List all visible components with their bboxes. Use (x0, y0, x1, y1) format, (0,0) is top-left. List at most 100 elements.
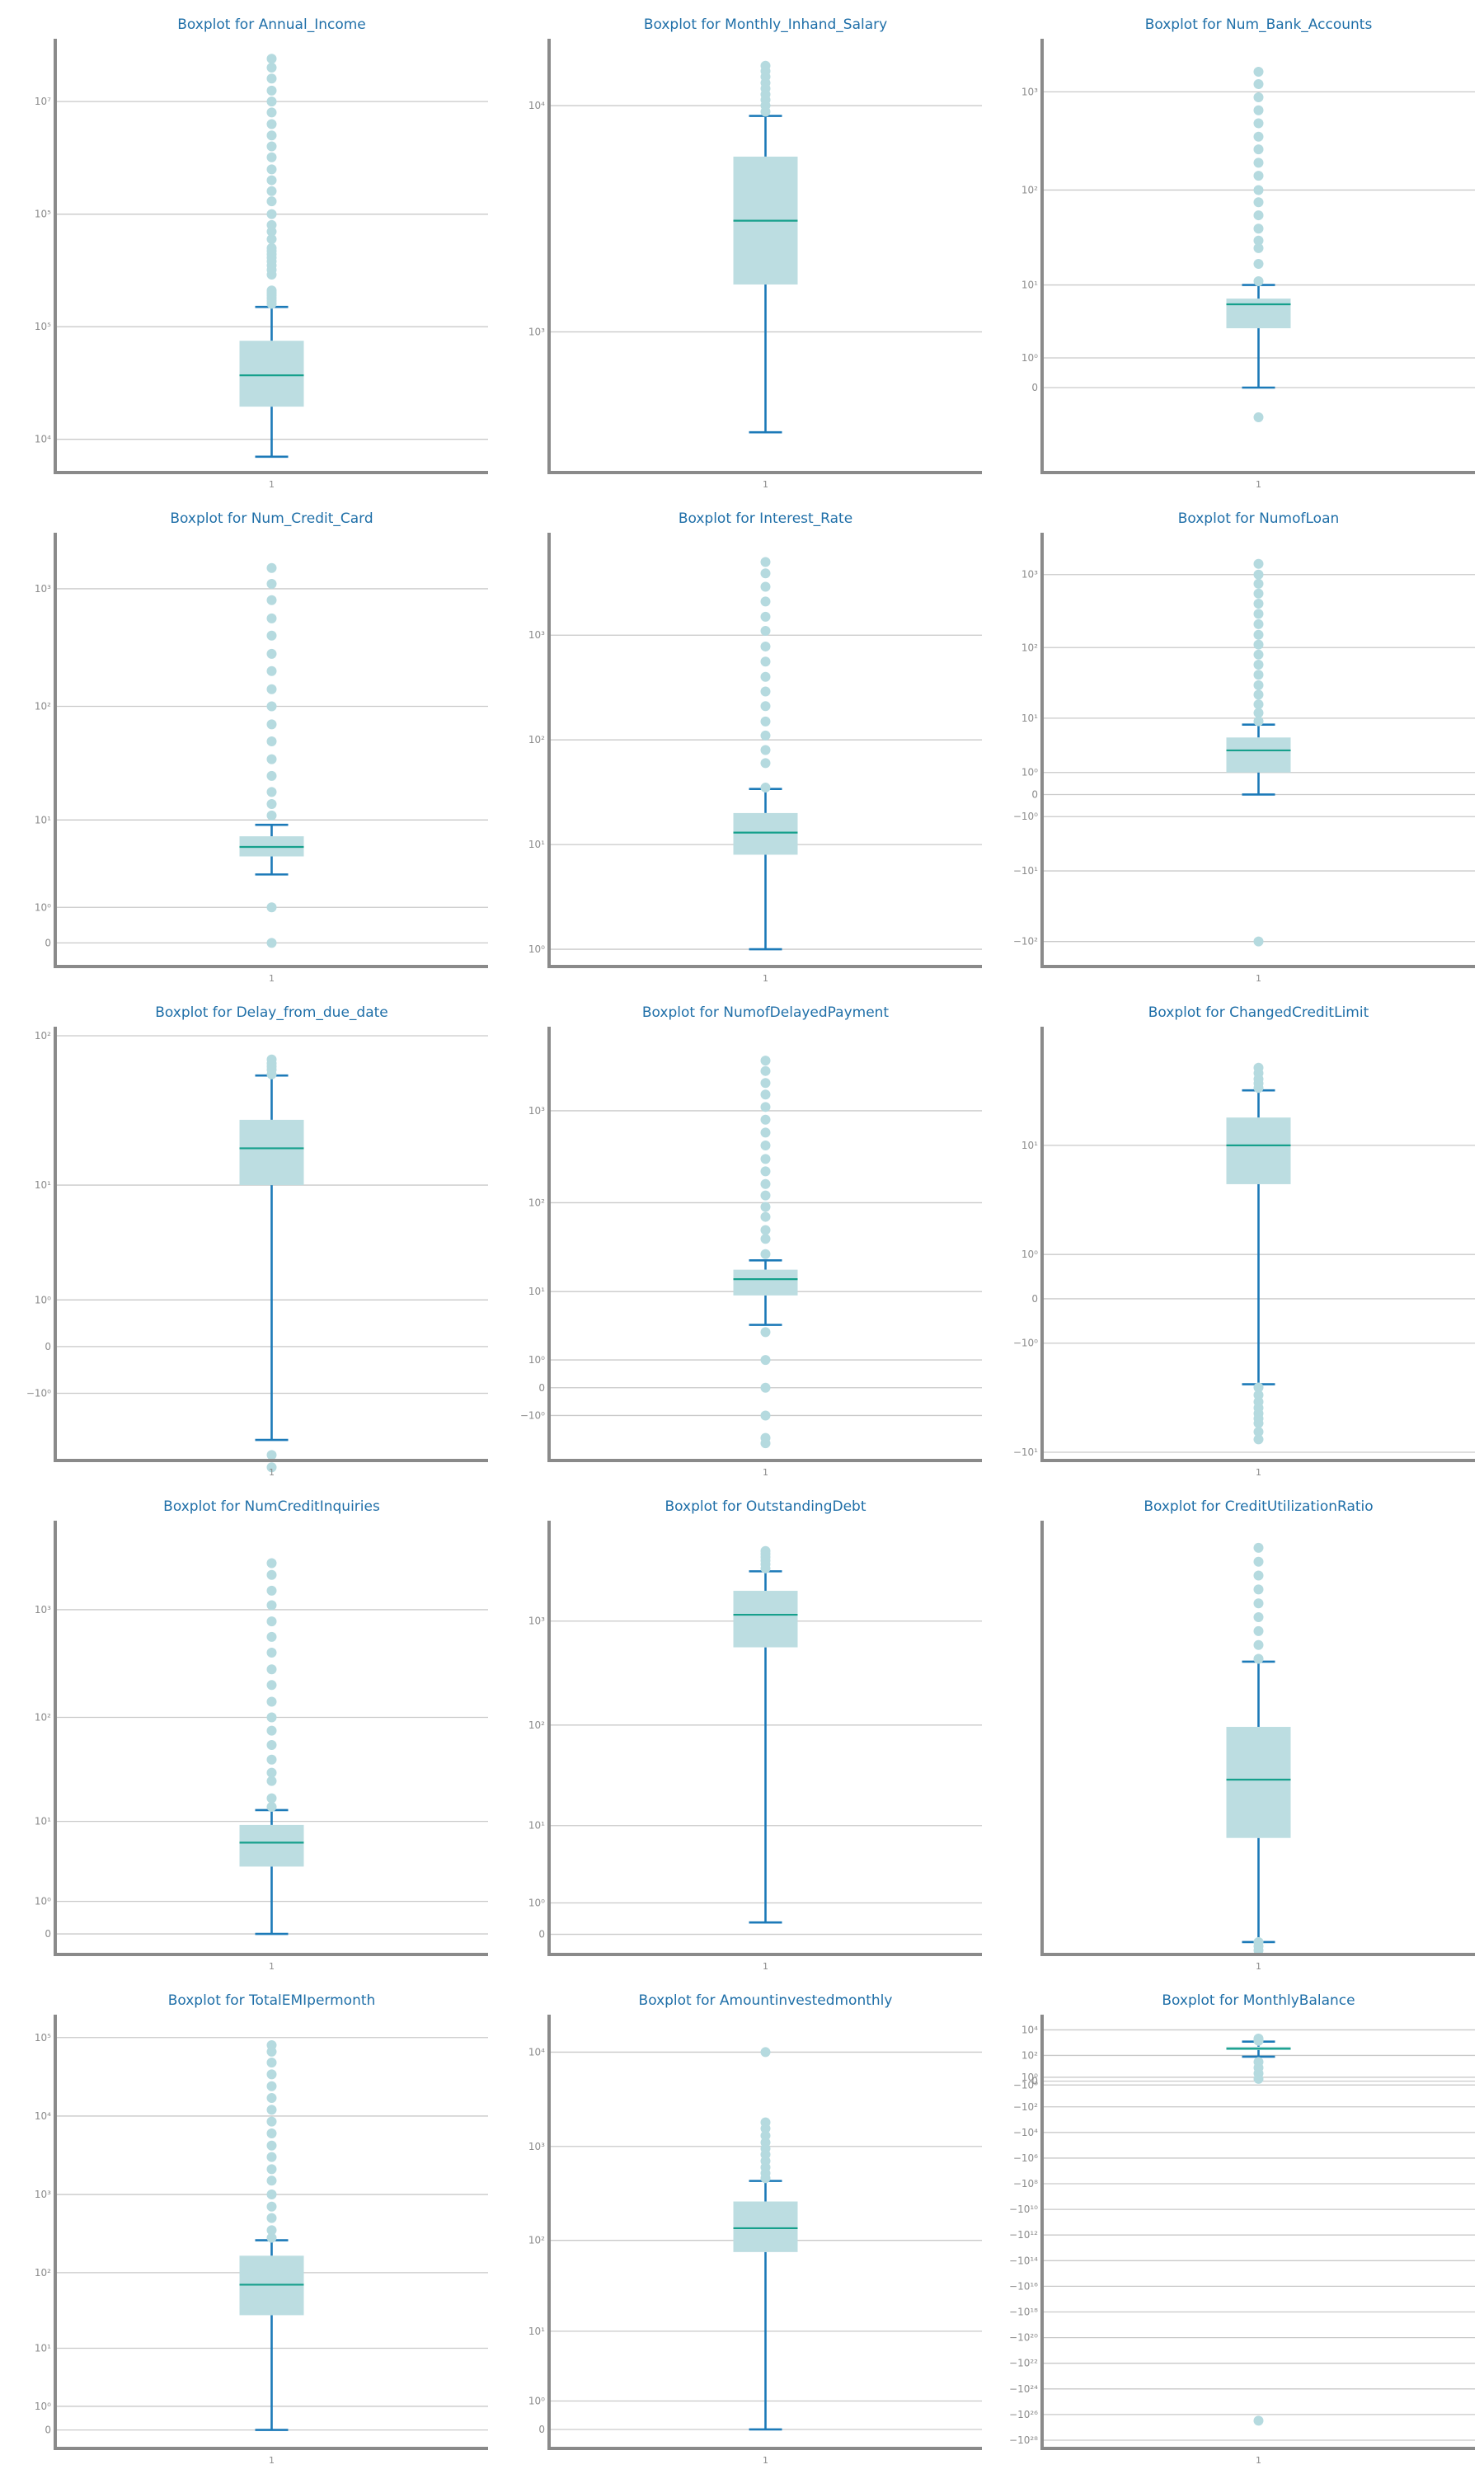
outlier-point (1254, 650, 1264, 660)
y-tick-label: 10¹ (528, 1820, 545, 1832)
y-tick-label: 10⁵ (35, 321, 51, 332)
outlier-point (267, 2213, 277, 2223)
outlier-point (761, 1234, 771, 1244)
outlier-point (761, 1056, 771, 1065)
outlier-point (267, 701, 277, 711)
y-tick-label: 0 (1031, 382, 1038, 393)
outlier-point (761, 1166, 771, 1176)
outlier-point (267, 771, 277, 781)
y-tick-label: 10¹ (1021, 713, 1038, 724)
outlier-point (1254, 640, 1264, 650)
y-tick-label: 10³ (528, 629, 545, 641)
outlier-point (1254, 1557, 1264, 1567)
y-tick-label: 10³ (35, 2189, 51, 2200)
y-tick-label: 10² (528, 1197, 545, 1208)
y-tick-label: −10¹⁸ (1009, 2307, 1038, 2318)
outlier-point (267, 186, 277, 196)
outlier-point (267, 799, 277, 809)
outlier-point (267, 141, 277, 151)
x-tick-label: 1 (269, 973, 275, 984)
y-tick-label: 0 (45, 937, 51, 948)
outlier-point (761, 1327, 771, 1337)
y-tick-label: −10²⁰ (1009, 2332, 1038, 2344)
outlier-point (761, 717, 771, 727)
y-tick-label: 10⁴ (35, 434, 51, 445)
outlier-point (267, 1648, 277, 1658)
outlier-point (267, 666, 277, 676)
y-tick-label: 10² (35, 2267, 51, 2279)
outlier-point (761, 672, 771, 682)
y-tick-label: −10² (1013, 2101, 1038, 2113)
y-tick-label: 10⁴ (35, 2110, 51, 2122)
y-tick-label: 10³ (1021, 86, 1038, 97)
outlier-point (1254, 680, 1264, 690)
iqr-box (240, 341, 304, 407)
outlier-point (267, 196, 277, 206)
outlier-point (761, 1102, 771, 1112)
y-tick-label: 10⁵ (35, 209, 51, 220)
outlier-point (1254, 118, 1264, 128)
boxplot-panel: Boxplot for Num_Credit_Card 0 10⁰ 10¹ 10² 10³… (35, 510, 488, 984)
panel-title: Boxplot for Interest_Rate (679, 510, 852, 527)
outlier-point (1254, 1612, 1264, 1622)
panel-title: Boxplot for NumofDelayedPayment (642, 1004, 890, 1021)
y-tick-label: −10¹⁰ (1009, 2204, 1038, 2215)
y-tick-label: 10⁰ (528, 1897, 545, 1908)
outlier-point (761, 745, 771, 755)
outlier-point (267, 54, 277, 63)
outlier-point (267, 164, 277, 174)
outlier-point (761, 1225, 771, 1235)
outlier-point (267, 811, 277, 821)
boxplot-panel: Boxplot for Monthly_Inhand_Salary10³10⁴1 (528, 16, 982, 490)
y-tick-label: 10⁷ (35, 96, 51, 107)
outlier-point (1254, 599, 1264, 609)
outlier-point (267, 719, 277, 729)
boxplot-panel: Boxplot for NumofDelayedPayment−10⁰010⁰1… (520, 1004, 982, 1478)
outlier-point (761, 557, 771, 567)
outlier-point (267, 1768, 277, 1778)
iqr-box (240, 1825, 304, 1866)
outlier-point (1254, 699, 1264, 709)
y-tick-label: 10⁰ (35, 2401, 51, 2412)
boxplot-panel: Boxplot for ChangedCreditLimit −10¹ −10⁰ 0 1… (1013, 1004, 1475, 1478)
y-tick-label: 10² (528, 2235, 545, 2246)
outlier-point (1254, 609, 1264, 618)
outlier-point (761, 582, 771, 592)
y-tick-label: −10¹ (1013, 1446, 1038, 1458)
y-tick-label: 10¹ (1021, 1140, 1038, 1151)
boxplot-panel: Boxplot for OutstandingDebt 0 10⁰ 10¹ 10² 10³… (528, 1498, 982, 1972)
y-tick-label: −10⁸ (1013, 2178, 1038, 2189)
y-tick-label: 10¹ (35, 1179, 51, 1191)
panel-title: Boxplot for Monthly_Inhand_Salary (644, 16, 887, 33)
y-tick-label: −10¹⁶ (1009, 2280, 1038, 2292)
y-tick-label: −10⁰ (1013, 1338, 1038, 1349)
outlier-point (761, 642, 771, 651)
outlier-point (1254, 579, 1264, 589)
outlier-point (1254, 79, 1264, 89)
panel-title: Boxplot for Delay_from_due_date (155, 1004, 388, 1021)
outlier-point (761, 1546, 771, 1556)
outlier-point (267, 2040, 277, 2050)
y-tick-label: 10² (35, 1030, 51, 1042)
outlier-point (267, 1794, 277, 1804)
y-tick-label: 10² (1021, 2049, 1038, 2061)
outlier-point (1254, 1626, 1264, 1636)
y-tick-label: 0 (1031, 1293, 1038, 1305)
outlier-point (267, 130, 277, 140)
outlier-point (761, 1089, 771, 1099)
boxplot-panel: Boxplot for MonthlyBalance −10²⁸ −10²⁶ −10²… (1009, 1992, 1475, 2466)
outlier-point (267, 579, 277, 589)
outlier-point (267, 2189, 277, 2199)
outlier-point (267, 595, 277, 605)
x-tick-label: 1 (1256, 2455, 1261, 2466)
outlier-point (761, 1212, 771, 1222)
outlier-point (267, 2225, 277, 2235)
outlier-point (267, 63, 277, 73)
outlier-point (761, 783, 771, 793)
y-tick-label: −10⁰ (520, 1409, 545, 1421)
outlier-point (1254, 67, 1264, 77)
boxplot-panel: Boxplot for NumofLoan−10²−10¹−10⁰010⁰10¹… (1013, 510, 1475, 984)
outlier-point (267, 2058, 277, 2067)
outlier-point (761, 1355, 771, 1365)
outlier-point (267, 2093, 277, 2103)
